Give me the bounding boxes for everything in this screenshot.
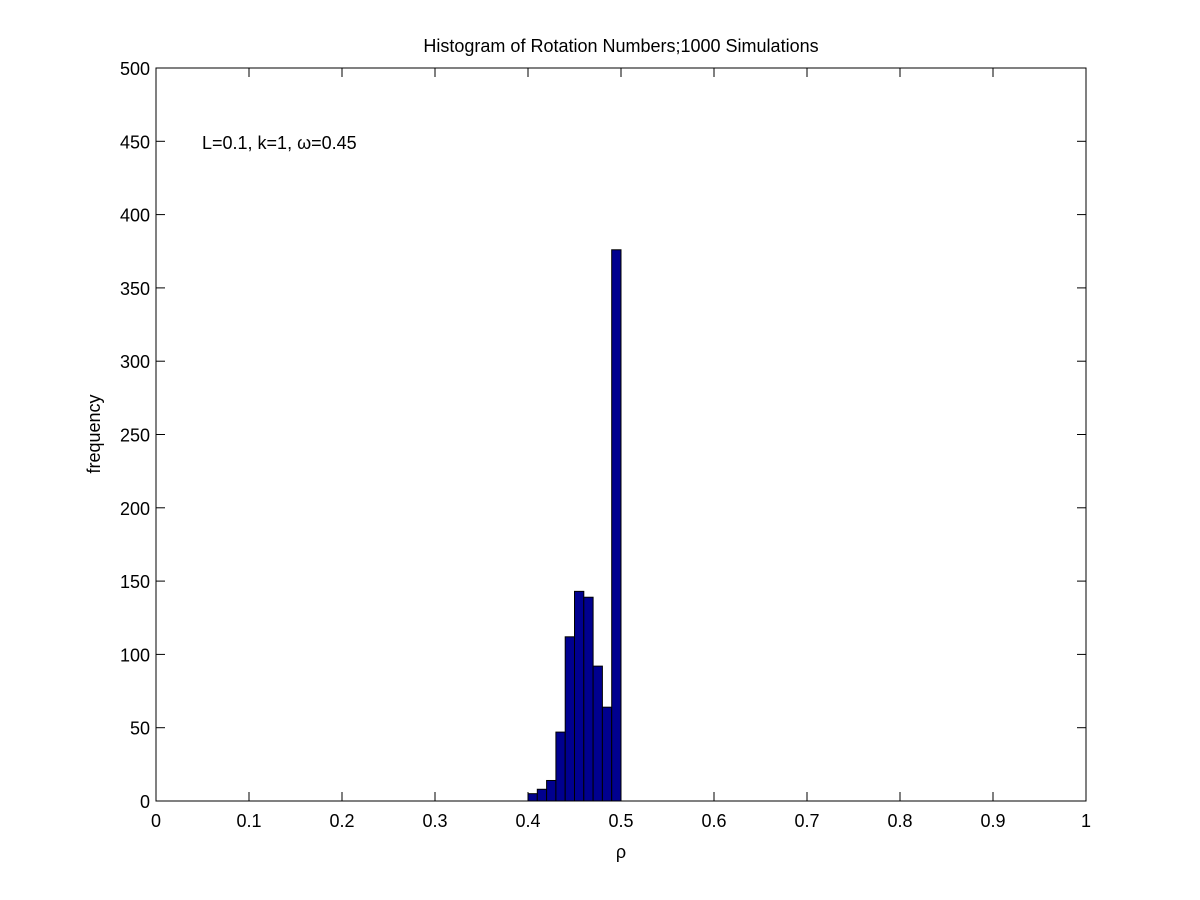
histogram-bar [527,793,538,802]
histogram-bar [611,249,622,802]
x-tick-label: 0.9 [980,811,1005,831]
histogram-bar [555,731,566,802]
y-tick-label: 200 [120,499,150,519]
x-tick-label: 1 [1081,811,1091,831]
x-axis-label: ρ [616,842,626,862]
x-tick-label: 0.3 [422,811,447,831]
histogram-bar [592,665,603,802]
parameter-annotation: L=0.1, k=1, ω=0.45 [202,133,357,153]
chart-title: Histogram of Rotation Numbers;1000 Simul… [423,36,818,56]
x-tick-label: 0 [151,811,161,831]
y-tick-label: 250 [120,426,150,446]
histogram-bar [574,590,585,802]
histogram-bar [536,788,548,802]
histogram-bar [583,596,594,802]
y-tick-label: 350 [120,279,150,299]
y-tick-label: 0 [140,792,150,812]
axes-frame [155,67,1087,802]
ticks-layer: 0 0.1 0.2 0.3 0.4 0.5 0.6 0.7 0.8 0.9 1 0 50 100 150 20… [120,59,1091,831]
x-tick-label: 0.1 [236,811,261,831]
y-tick-label: 500 [120,59,150,79]
x-tick-label: 0.8 [887,811,912,831]
x-tick-label: 0.2 [329,811,354,831]
y-tick-label: 150 [120,572,150,592]
x-tick-label: 0.5 [608,811,633,831]
x-tick-label: 0.4 [515,811,540,831]
y-tick-label: 100 [120,645,150,665]
x-tick-label: 0.6 [701,811,726,831]
y-axis-label: frequency [84,394,104,473]
y-tick-label: 50 [130,719,150,739]
histogram-bar [601,706,613,802]
y-tick-label: 450 [120,132,150,152]
histogram-bar [546,779,557,802]
histogram-bar [564,636,576,802]
y-tick-label: 400 [120,206,150,226]
y-tick-label: 300 [120,352,150,372]
x-tick-label: 0.7 [794,811,819,831]
